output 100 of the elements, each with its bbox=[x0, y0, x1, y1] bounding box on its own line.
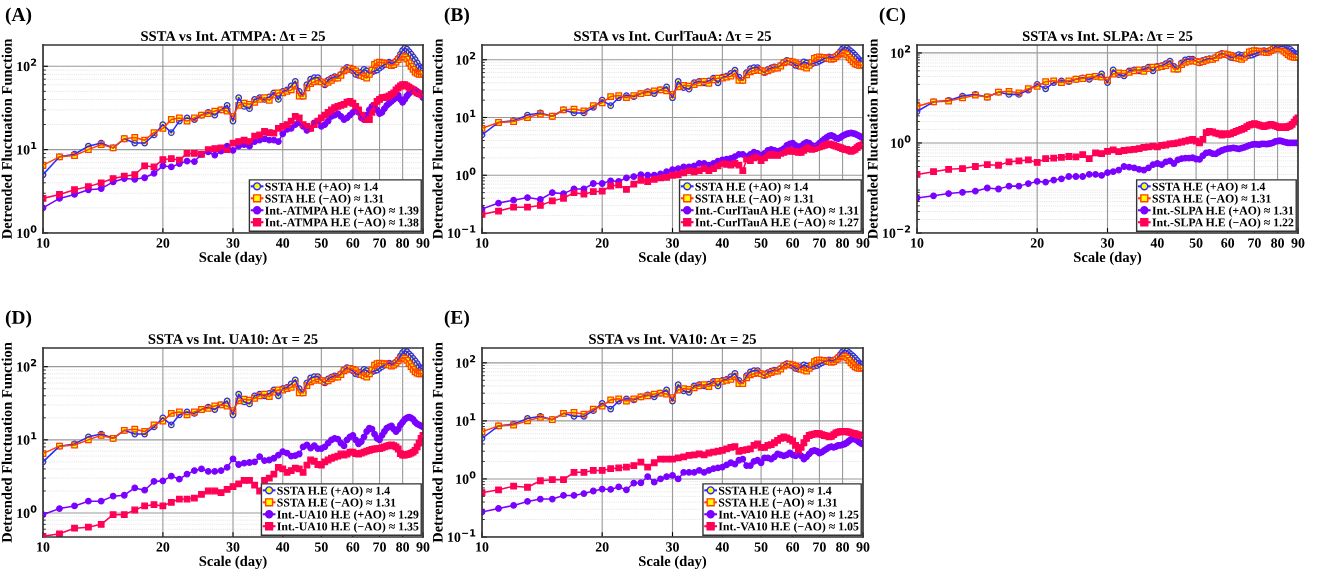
chart-title: SSTA vs Int. VA10: Δτ = 25 bbox=[589, 334, 756, 345]
legend-label: SSTA H.E (+AO) ≈ 1.4 bbox=[265, 182, 378, 193]
x-tick-label: 50 bbox=[314, 238, 328, 248]
x-tick-label: 40 bbox=[715, 238, 729, 248]
y-axis-title: Detrended Fluctuation Function bbox=[1, 38, 12, 240]
legend-label: SSTA H.E (+AO) ≈ 1.4 bbox=[277, 486, 390, 497]
x-tick-label: 90 bbox=[856, 542, 870, 552]
y-tick-label: 10$^{−2}$ bbox=[883, 225, 911, 238]
legend-label: SSTA H.E (−AO) ≈ 1.31 bbox=[1152, 194, 1271, 205]
x-tick-label: 50 bbox=[314, 542, 328, 552]
legend-label: SSTA H.E (−AO) ≈ 1.31 bbox=[265, 194, 384, 205]
x-tick-label: 20 bbox=[595, 542, 609, 552]
y-axis-title: Detrended Fluctuation Function bbox=[867, 38, 878, 240]
y-tick-label: 10$^{2}$ bbox=[456, 355, 476, 368]
legend-label: Int.-SLPA H.E (−AO) ≈ 1.22 bbox=[1152, 218, 1294, 229]
x-tick-label: 60 bbox=[1221, 238, 1235, 248]
x-axis-title: Scale (day) bbox=[639, 555, 707, 570]
x-tick-label: 60 bbox=[786, 542, 800, 552]
text: (A) bbox=[5, 7, 32, 26]
text: (D) bbox=[5, 310, 32, 328]
text: (C) bbox=[879, 7, 906, 26]
y-tick-label: 10$^{−1}$ bbox=[448, 225, 476, 238]
x-tick-label: 30 bbox=[1101, 238, 1114, 248]
x-tick-label: 60 bbox=[346, 238, 360, 248]
x-tick-label: 90 bbox=[416, 238, 430, 248]
legend-label: Int.-UA10 H.E (+AO) ≈ 1.29 bbox=[277, 510, 419, 521]
x-tick-label: 20 bbox=[156, 542, 170, 552]
y-axis-title: Detrended Fluctuation Function bbox=[432, 342, 443, 543]
x-tick-label: 20 bbox=[1030, 238, 1044, 248]
x-tick-label: 60 bbox=[786, 238, 800, 248]
y-tick-label: 10$^{2}$ bbox=[17, 58, 37, 72]
legend-label: SSTA H.E (−AO) ≈ 1.31 bbox=[277, 498, 396, 509]
x-tick-label: 80 bbox=[396, 542, 410, 552]
y-axis-title: Detrended Fluctuation Function bbox=[1, 342, 12, 543]
x-tick-label: 90 bbox=[1291, 238, 1305, 248]
x-tick-label: 10 bbox=[476, 542, 489, 552]
chart-title: SSTA vs Int. ATMPA: Δτ = 25 bbox=[141, 31, 325, 42]
x-tick-label: 70 bbox=[1248, 238, 1261, 248]
y-tick-label: 10$^{1}$ bbox=[456, 109, 476, 123]
y-tick-label: 10$^{1}$ bbox=[456, 413, 476, 426]
x-tick-label: 10 bbox=[37, 542, 50, 552]
legend-label: Int.-CurlTauA H.E (−AO) ≈ 1.27 bbox=[695, 218, 859, 229]
chart-title: SSTA vs Int. SLPA: Δτ = 25 bbox=[1022, 31, 1193, 42]
x-tick-label: 80 bbox=[836, 542, 849, 552]
legend-label: Int.-ATMPA H.E (+AO) ≈ 1.39 bbox=[265, 206, 419, 217]
x-tick-label: 50 bbox=[1189, 238, 1203, 248]
y-tick-label: 10$^{1}$ bbox=[17, 432, 37, 445]
y-tick-label: 10$^{1}$ bbox=[17, 141, 37, 155]
legend-label: SSTA H.E (+AO) ≈ 1.4 bbox=[1152, 182, 1266, 193]
x-tick-label: 40 bbox=[1150, 238, 1164, 248]
x-tick-label: 70 bbox=[813, 238, 826, 248]
y-tick-label: 10$^{2}$ bbox=[456, 52, 476, 65]
chart-title: SSTA vs Int. CurlTauA: Δτ = 25 bbox=[574, 30, 771, 42]
text: (B) bbox=[444, 7, 469, 26]
y-tick-label: 10$^{0}$ bbox=[456, 167, 476, 181]
x-tick-label: 50 bbox=[754, 542, 768, 552]
y-tick-label: 10$^{2}$ bbox=[17, 358, 37, 372]
x-tick-label: 40 bbox=[715, 542, 729, 552]
legend-label: SSTA H.E (−AO) ≈ 1.31 bbox=[695, 194, 814, 205]
chart-title: SSTA vs Int. UA10: Δτ = 25 bbox=[148, 334, 318, 345]
legend-label: SSTA H.E (+AO) ≈ 1.4 bbox=[695, 182, 809, 193]
x-tick-label: 70 bbox=[373, 238, 386, 248]
y-tick-label: 10$^{0}$ bbox=[17, 225, 37, 238]
y-tick-label: 10$^{−1}$ bbox=[448, 529, 476, 542]
x-tick-label: 90 bbox=[416, 542, 430, 552]
x-tick-label: 70 bbox=[813, 542, 826, 552]
legend-label: Int.-VA10 H.E (+AO) ≈ 1.25 bbox=[718, 510, 859, 521]
x-axis-title: Scale (day) bbox=[639, 251, 707, 266]
y-tick-label: 10$^{2}$ bbox=[891, 45, 911, 58]
x-tick-label: 10 bbox=[911, 238, 924, 248]
legend-label: SSTA H.E (−AO) ≈ 1.31 bbox=[718, 498, 837, 509]
y-tick-label: 10$^{0}$ bbox=[456, 471, 476, 484]
x-tick-label: 20 bbox=[156, 238, 170, 248]
x-tick-label: 10 bbox=[37, 238, 50, 248]
x-tick-label: 60 bbox=[346, 542, 360, 552]
x-tick-label: 30 bbox=[226, 542, 240, 552]
y-axis-title: Detrended Fluctuation Function bbox=[432, 38, 443, 240]
x-tick-label: 10 bbox=[476, 238, 489, 248]
legend-label: Int.-ATMPA H.E (−AO) ≈ 1.38 bbox=[265, 218, 419, 229]
x-tick-label: 40 bbox=[276, 542, 290, 552]
x-axis-title: Scale (day) bbox=[199, 555, 267, 570]
x-tick-label: 80 bbox=[836, 238, 849, 248]
x-tick-label: 80 bbox=[396, 238, 410, 248]
x-tick-label: 30 bbox=[226, 238, 240, 248]
legend-label: Int.-UA10 H.E (−AO) ≈ 1.35 bbox=[277, 522, 419, 533]
x-tick-label: 20 bbox=[595, 238, 609, 248]
legend-label: SSTA H.E (+AO) ≈ 1.4 bbox=[718, 486, 832, 497]
legend-label: Int.-SLPA H.E (+AO) ≈ 1.31 bbox=[1152, 206, 1294, 217]
x-tick-label: 50 bbox=[754, 238, 768, 248]
x-axis-title: Scale (day) bbox=[199, 251, 267, 266]
legend-label: Int.-CurlTauA H.E (+AO) ≈ 1.31 bbox=[695, 206, 859, 217]
x-tick-label: 90 bbox=[856, 238, 870, 248]
x-tick-label: 70 bbox=[373, 542, 386, 552]
legend-label: Int.-VA10 H.E (−AO) ≈ 1.05 bbox=[718, 522, 859, 533]
x-tick-label: 30 bbox=[666, 238, 679, 248]
text: (E) bbox=[444, 310, 469, 328]
x-tick-label: 40 bbox=[276, 238, 290, 248]
x-axis-title: Scale (day) bbox=[1074, 251, 1142, 266]
y-tick-label: 10$^{0}$ bbox=[891, 135, 911, 148]
x-tick-label: 30 bbox=[666, 542, 679, 552]
